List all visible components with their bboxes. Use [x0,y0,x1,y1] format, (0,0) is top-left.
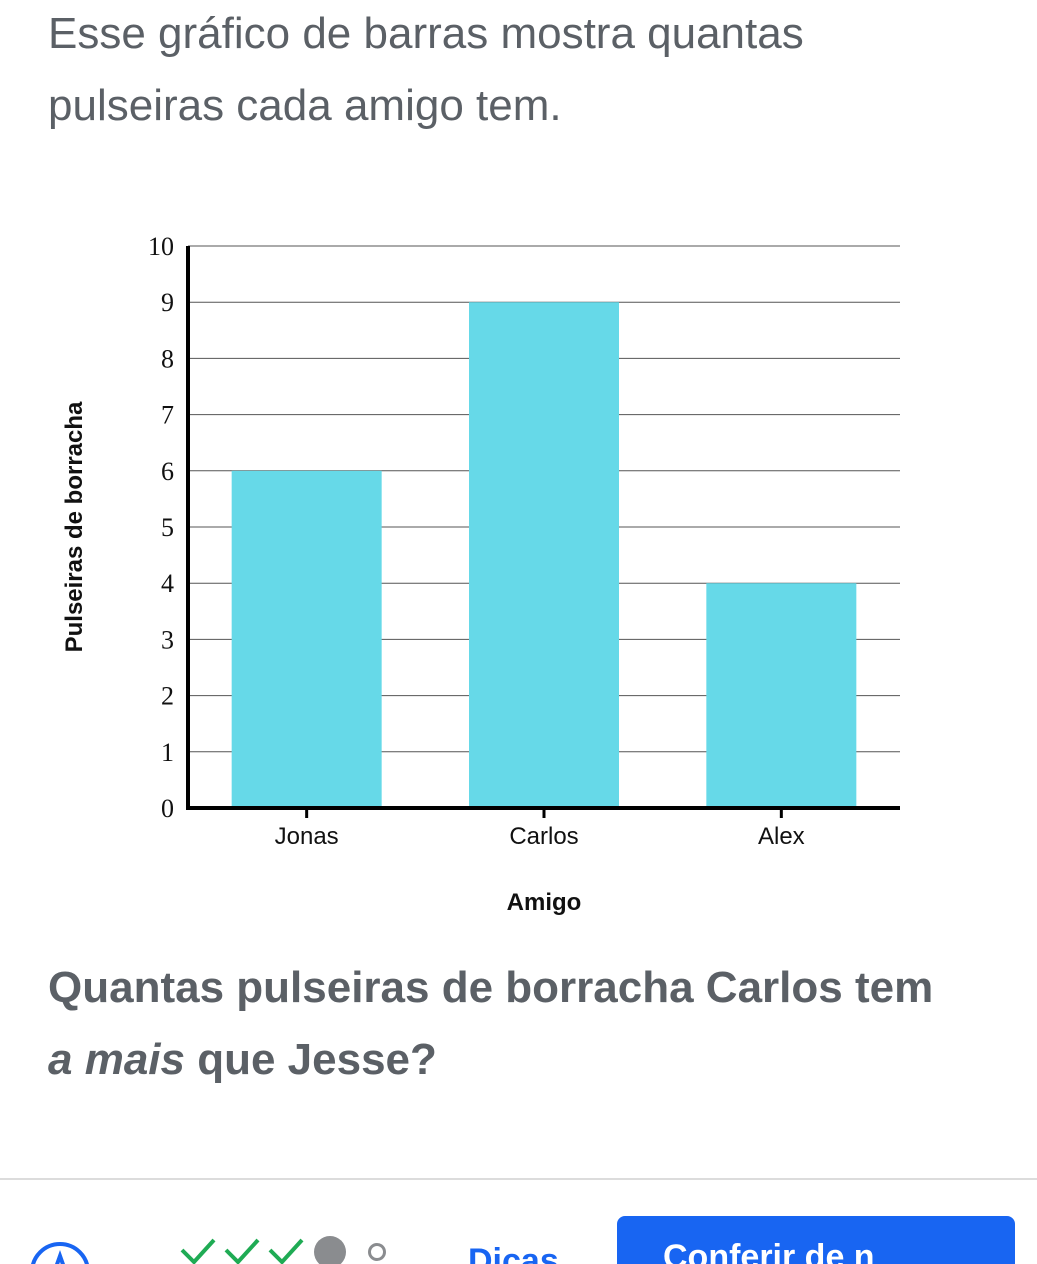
hints-link[interactable]: Dicas [468,1242,559,1264]
y-tick-label: 5 [161,513,174,542]
y-tick-label: 9 [161,288,174,317]
bar-alex [706,583,857,808]
bar-jonas [231,470,382,808]
y-tick-label: 4 [161,569,174,598]
y-tick-label: 6 [161,457,174,486]
bottom-bar: Dicas Conferir de n [0,1180,1037,1264]
x-axis-label: Amigo [507,889,582,916]
bars [231,302,857,808]
y-tick-label: 8 [161,344,174,373]
question-text: Quantas pulseiras de borracha Carlos tem… [48,952,948,1096]
check-answer-button[interactable]: Conferir de n [617,1216,1015,1264]
y-tick-label: 2 [161,682,174,711]
current-step-dot [314,1236,346,1264]
bar-carlos [469,302,619,808]
hint-icon[interactable] [28,1240,92,1264]
y-tick-label: 1 [161,738,174,767]
y-tick-label: 0 [161,794,174,823]
y-tick-label: 10 [148,232,174,261]
check-icon [268,1238,304,1264]
progress-indicator [178,1232,386,1264]
bar-chart: 0 1 2 3 4 5 6 7 8 9 10 Jonas Carlos Alex Amigo Pulse… [61,232,900,916]
y-tick-label: 3 [161,625,174,654]
question-part-2: que Jesse? [184,1035,437,1084]
y-axis-label: Pulseiras de borracha [61,401,88,652]
check-icon [224,1238,260,1264]
y-tick-labels: 0 1 2 3 4 5 6 7 8 9 10 [148,232,174,823]
y-tick-label: 7 [161,401,174,430]
next-step-dot [368,1243,386,1261]
x-tick-labels: Jonas Carlos Alex [275,808,805,850]
x-tick-label: Carlos [509,823,578,850]
question-part-1: Quantas pulseiras de borracha Carlos tem [48,963,934,1012]
intro-text: Esse gráfico de barras mostra quantas pu… [48,9,804,130]
footer-divider [0,1178,1037,1180]
question-emphasis: a mais [48,1035,185,1084]
check-icon [180,1238,216,1264]
x-tick-label: Jonas [275,823,339,850]
x-tick-label: Alex [758,823,805,850]
